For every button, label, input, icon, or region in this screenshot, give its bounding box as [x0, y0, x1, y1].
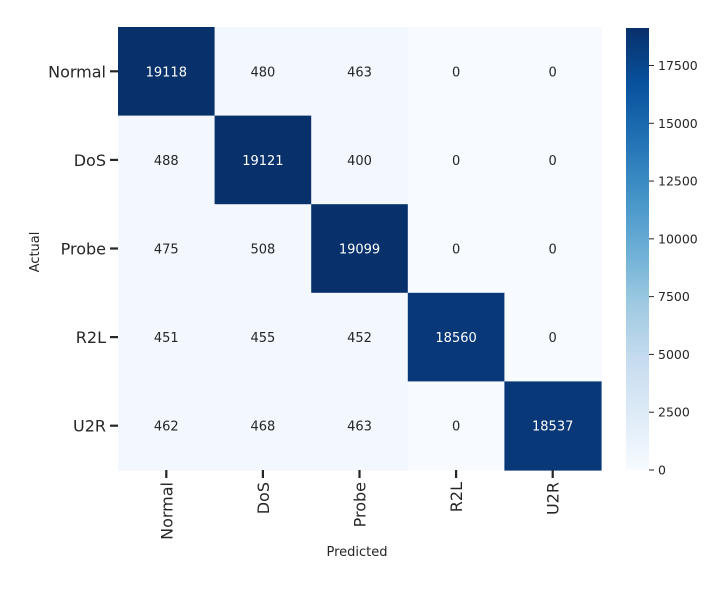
colorbar-tick-label: 12500 [658, 174, 698, 189]
cell-value-label: 463 [347, 65, 372, 80]
heatmap-cell [214, 381, 312, 471]
cell-value-label: 0 [452, 154, 460, 169]
cell-value-label: 475 [154, 243, 179, 258]
colorbar-tick-label: 0 [658, 463, 666, 478]
x-tick-label: Normal [157, 482, 176, 540]
heatmap-cell [118, 292, 216, 382]
y-axis-ticks: Normal DoS Probe R2L U2R [48, 62, 118, 436]
cell-value-label: 0 [452, 65, 460, 80]
x-tick-label: U2R [544, 482, 563, 515]
y-tick-label: U2R [73, 417, 106, 436]
heatmap-cell [504, 204, 602, 294]
colorbar-tick-label: 15000 [658, 116, 698, 131]
x-axis-ticks: Normal DoS Probe R2L U2R [157, 470, 563, 540]
heatmap-cell [407, 115, 505, 205]
colorbar-tick-label: 10000 [658, 231, 698, 246]
heatmap-cell [407, 381, 505, 471]
heatmap-cell [311, 292, 409, 382]
heatmap-cell [504, 292, 602, 382]
cell-value-label: 0 [549, 154, 557, 169]
heatmap-cell [407, 292, 505, 382]
colorbar-tick-label: 5000 [658, 347, 690, 362]
colorbar-tick-label: 7500 [658, 289, 690, 304]
heatmap-cell [504, 27, 602, 117]
cell-value-label: 19099 [339, 243, 380, 258]
colorbar-ticks: 0 2500 5000 7500 10000 12500 15000 17500 [649, 58, 698, 478]
heatmap-cell [311, 204, 409, 294]
colorbar-gradient [626, 28, 649, 470]
cell-value-label: 488 [154, 154, 179, 169]
cell-value-label: 463 [347, 420, 372, 435]
cell-value-label: 400 [347, 154, 372, 169]
colorbar: 0 2500 5000 7500 10000 12500 15000 17500 [626, 28, 698, 478]
cell-value-label: 462 [154, 420, 179, 435]
x-tick-label: R2L [447, 482, 466, 512]
cell-value-label: 0 [452, 243, 460, 258]
heatmap-cell [214, 204, 312, 294]
cell-value-label: 19118 [146, 65, 187, 80]
cell-value-label: 452 [347, 331, 372, 346]
y-tick-label: Normal [48, 62, 106, 81]
heatmap-cell [118, 381, 216, 471]
heatmap-cell [311, 381, 409, 471]
cell-value-label: 455 [250, 331, 275, 346]
heatmap-cell [118, 27, 216, 117]
x-axis-title: Predicted [326, 545, 387, 560]
heatmap-cell [407, 27, 505, 117]
heatmap-cell [311, 115, 409, 205]
heatmap-cell [504, 115, 602, 205]
y-axis-title: Actual [28, 232, 43, 273]
heatmap-cell [118, 115, 216, 205]
heatmap-cells [118, 27, 602, 471]
colorbar-tick-label: 17500 [658, 58, 698, 73]
cell-value-label: 18537 [532, 420, 573, 435]
heatmap-cell [214, 27, 312, 117]
heatmap-cell [214, 115, 312, 205]
cell-value-label: 468 [250, 420, 275, 435]
x-tick-label: DoS [254, 482, 273, 514]
x-tick-label: Probe [351, 482, 370, 527]
cell-value-label: 451 [154, 331, 179, 346]
cell-value-label: 0 [549, 243, 557, 258]
heatmap-cell [118, 204, 216, 294]
cell-value-label: 18560 [435, 331, 476, 346]
y-tick-label: Probe [61, 240, 106, 259]
y-tick-label: DoS [74, 151, 106, 170]
heatmap-cell [504, 381, 602, 471]
heatmap-cell [311, 27, 409, 117]
heatmap-cell-labels: 19118 480 463 0 0 488 19121 400 0 0 475 508 19099 0 0 4… [146, 65, 574, 434]
heatmap-cell [214, 292, 312, 382]
y-tick-label: R2L [76, 328, 106, 347]
colorbar-tick-label: 2500 [658, 405, 690, 420]
cell-value-label: 508 [250, 243, 275, 258]
cell-value-label: 0 [452, 420, 460, 435]
heatmap-cell [407, 204, 505, 294]
cell-value-label: 19121 [242, 154, 283, 169]
cell-value-label: 0 [549, 331, 557, 346]
cell-value-label: 480 [250, 65, 275, 80]
cell-value-label: 0 [549, 65, 557, 80]
